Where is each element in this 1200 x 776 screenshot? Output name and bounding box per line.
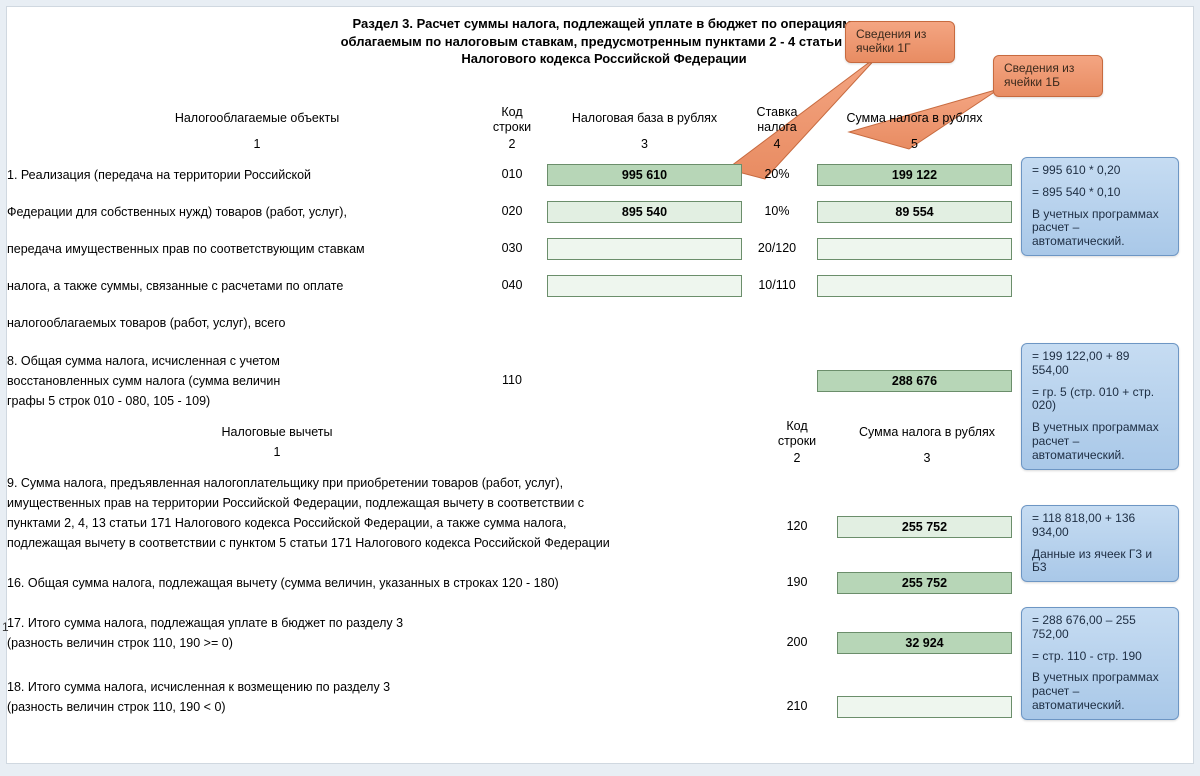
hdr-base: Налоговая база в рублях [547, 111, 742, 126]
line-16: 16. Общая сумма налога, подлежащая вычет… [7, 575, 559, 592]
note-2: = 199 122,00 + 89 554,00 = гр. 5 (стр. 0… [1021, 343, 1179, 470]
note1-l1: = 995 610 * 0,20 [1032, 164, 1168, 178]
note3-l1: = 118 818,00 + 136 934,00 [1032, 512, 1168, 540]
title-line-3: Налогового кодекса Российской Федерации [461, 51, 746, 66]
note4-l3: В учетных программах расчет – автоматиче… [1032, 671, 1168, 712]
sum-190: 255 752 [837, 572, 1012, 594]
code-030: 030 [492, 241, 532, 255]
note2-l1: = 199 122,00 + 89 554,00 [1032, 350, 1168, 378]
line-1: 1. Реализация (передача на территории Ро… [7, 167, 311, 184]
hdr-dcode: Код строки [767, 419, 827, 449]
note3-l2: Данные из ячеек Г3 и Б3 [1032, 548, 1168, 576]
hdr-dsub1: 1 [177, 445, 377, 460]
sum-110: 288 676 [817, 370, 1012, 392]
hdr-sub2: 2 [482, 137, 542, 152]
note1-l2: = 895 540 * 0,10 [1032, 186, 1168, 200]
rate-020: 10% [747, 204, 807, 218]
hdr-sum: Сумма налога в рублях [817, 111, 1012, 126]
title-line-1: Раздел 3. Расчет суммы налога, подлежаще… [352, 16, 855, 31]
hdr-code: Код строки [482, 105, 542, 135]
note-4: = 288 676,00 – 255 752,00 = стр. 110 - с… [1021, 607, 1179, 720]
side-page-num: 1 [2, 620, 9, 634]
note2-l3: В учетных программах расчет – автоматиче… [1032, 421, 1168, 462]
note1-l3: В учетных программах расчет – автоматиче… [1032, 208, 1168, 249]
hdr-sub3: 3 [547, 137, 742, 152]
code-010: 010 [492, 167, 532, 181]
code-120: 120 [777, 519, 817, 533]
base-010: 995 610 [547, 164, 742, 186]
line-18a: 18. Итого сумма налога, исчисленная к во… [7, 679, 390, 696]
line-3: передача имущественных прав по соответст… [7, 241, 365, 258]
note-3: = 118 818,00 + 136 934,00 Данные из ячее… [1021, 505, 1179, 582]
note4-l1: = 288 676,00 – 255 752,00 [1032, 614, 1168, 642]
hdr-objects: Налогооблагаемые объекты [127, 111, 387, 126]
note2-l2: = гр. 5 (стр. 010 + стр. 020) [1032, 386, 1168, 414]
sum-040 [817, 275, 1012, 297]
callout-1g: Сведения из ячейки 1Г [845, 21, 955, 63]
hdr-sub5: 5 [817, 137, 1012, 152]
line-18b: (разность величин строк 110, 190 < 0) [7, 699, 226, 716]
code-040: 040 [492, 278, 532, 292]
line-8b: восстановленных сумм налога (сумма велич… [7, 373, 280, 390]
sum-210 [837, 696, 1012, 718]
code-020: 020 [492, 204, 532, 218]
line-2: Федерации для собственных нужд) товаров … [7, 204, 347, 221]
hdr-dsum: Сумма налога в рублях [837, 425, 1017, 440]
sum-120: 255 752 [837, 516, 1012, 538]
line-8a: 8. Общая сумма налога, исчисленная с уче… [7, 353, 280, 370]
callout-1g-text: Сведения из ячейки 1Г [856, 27, 926, 55]
line-17b: (разность величин строк 110, 190 >= 0) [7, 635, 233, 652]
base-020: 895 540 [547, 201, 742, 223]
line-4: налога, а также суммы, связанные с расче… [7, 278, 343, 295]
note4-l2: = стр. 110 - стр. 190 [1032, 650, 1168, 664]
rate-010: 20% [747, 167, 807, 181]
line-17a: 17. Итого сумма налога, подлежащая уплат… [7, 615, 403, 632]
code-200: 200 [777, 635, 817, 649]
line-9b: имущественных прав на территории Российс… [7, 495, 584, 512]
base-040 [547, 275, 742, 297]
hdr-dsub2: 2 [767, 451, 827, 466]
line-8c: графы 5 строк 010 - 080, 105 - 109) [7, 393, 210, 410]
hdr-dsub3: 3 [837, 451, 1017, 466]
rate-040: 10/110 [747, 278, 807, 292]
section-title: Раздел 3. Расчет суммы налога, подлежаще… [304, 15, 904, 68]
base-030 [547, 238, 742, 260]
hdr-sub4: 4 [742, 137, 812, 152]
rate-030: 20/120 [747, 241, 807, 255]
line-9d: подлежащая вычету в соответствии с пункт… [7, 535, 610, 552]
sum-200: 32 924 [837, 632, 1012, 654]
code-190: 190 [777, 575, 817, 589]
callout-1b-text: Сведения из ячейки 1Б [1004, 61, 1074, 89]
line-5: налогооблагаемых товаров (работ, услуг),… [7, 315, 285, 332]
note-1: = 995 610 * 0,20 = 895 540 * 0,10 В учет… [1021, 157, 1179, 256]
sum-020: 89 554 [817, 201, 1012, 223]
sum-030 [817, 238, 1012, 260]
hdr-rate: Ставка налога [742, 105, 812, 135]
line-9a: 9. Сумма налога, предъявленная налогопла… [7, 475, 563, 492]
title-line-2: облагаемым по налоговым ставкам, предусм… [341, 34, 868, 49]
code-210: 210 [777, 699, 817, 713]
callout-1b: Сведения из ячейки 1Б [993, 55, 1103, 97]
line-9c: пунктами 2, 4, 13 статьи 171 Налогового … [7, 515, 566, 532]
code-110: 110 [492, 373, 532, 387]
sum-010: 199 122 [817, 164, 1012, 186]
hdr-sub1: 1 [127, 137, 387, 152]
hdr-deduct: Налоговые вычеты [177, 425, 377, 440]
page: Раздел 3. Расчет суммы налога, подлежаще… [6, 6, 1194, 764]
